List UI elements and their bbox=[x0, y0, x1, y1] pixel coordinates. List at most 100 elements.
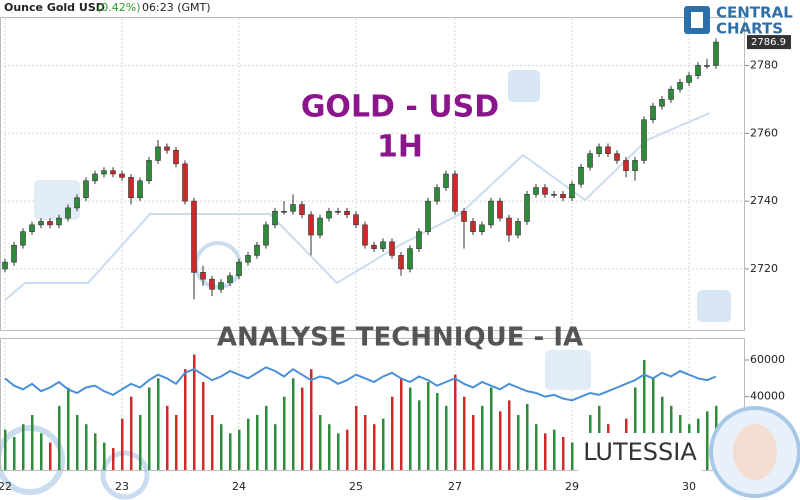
y-tick-label: 2720 bbox=[750, 262, 778, 275]
candle-body bbox=[470, 221, 476, 232]
candle-body bbox=[137, 180, 143, 199]
volume-bar bbox=[76, 415, 79, 470]
x-tick-label: 23 bbox=[115, 480, 129, 493]
volume-bar bbox=[454, 374, 457, 470]
volume-bar bbox=[256, 415, 259, 470]
volume-bar bbox=[166, 405, 169, 470]
candle-body bbox=[164, 146, 170, 151]
volume-bar bbox=[40, 433, 43, 470]
volume-line bbox=[4, 366, 717, 402]
volume-bar bbox=[211, 415, 214, 470]
candle-body bbox=[281, 211, 287, 213]
candle-body bbox=[488, 200, 494, 226]
brand-box bbox=[578, 433, 702, 471]
candle-body bbox=[578, 166, 584, 185]
candle-body bbox=[443, 173, 449, 188]
candle-body bbox=[38, 221, 44, 226]
volume-bar bbox=[148, 387, 151, 470]
candle-body bbox=[479, 224, 485, 232]
volume-bar bbox=[472, 415, 475, 470]
instrument: Ounce Gold USD bbox=[4, 1, 105, 14]
x-tick-label: 24 bbox=[232, 480, 246, 493]
candle-body bbox=[290, 204, 296, 212]
logo-text: CENTRAL bbox=[716, 4, 793, 22]
volume-bar bbox=[13, 437, 16, 470]
candle-body bbox=[407, 248, 413, 270]
candle-body bbox=[587, 153, 593, 168]
volume-bar bbox=[544, 433, 547, 470]
y-tick-label: 2740 bbox=[750, 194, 778, 207]
watermark-line bbox=[4, 112, 711, 301]
candle-body bbox=[83, 180, 89, 199]
volume-bar bbox=[355, 405, 358, 470]
volume-bar bbox=[301, 387, 304, 470]
last-price-tag bbox=[747, 35, 791, 50]
y-tick-label: 60000 bbox=[750, 353, 785, 366]
volume-bar bbox=[346, 429, 349, 470]
candle-body bbox=[596, 146, 602, 154]
candle-body bbox=[335, 211, 341, 213]
candle-body bbox=[29, 224, 35, 232]
candle-body bbox=[524, 194, 530, 222]
volume-bar bbox=[265, 405, 268, 470]
volume-bar bbox=[337, 433, 340, 470]
volume-bar bbox=[121, 418, 124, 470]
volume-panel-frame bbox=[0, 338, 745, 471]
volume-bar bbox=[706, 411, 709, 470]
volume-bar bbox=[130, 396, 133, 470]
volume-bar bbox=[157, 378, 160, 470]
x-tick-label: 29 bbox=[565, 480, 579, 493]
candle-body bbox=[560, 194, 566, 199]
candle-body bbox=[650, 105, 656, 121]
volume-bar bbox=[418, 400, 421, 470]
candle-body bbox=[11, 244, 17, 263]
x-tick-label: 22 bbox=[0, 480, 12, 493]
candle-body bbox=[398, 255, 404, 270]
candle-body bbox=[533, 187, 539, 195]
candle-body bbox=[119, 173, 125, 178]
volume-bar bbox=[49, 442, 52, 470]
price-panel-frame bbox=[0, 17, 745, 331]
volume-bar bbox=[328, 424, 331, 470]
time: 06:23 (GMT) bbox=[142, 1, 211, 14]
candle-body bbox=[713, 41, 719, 66]
candle-body bbox=[146, 160, 152, 182]
volume-bar bbox=[364, 415, 367, 470]
chart-subtitle: 1H bbox=[377, 130, 423, 165]
volume-bar bbox=[310, 369, 313, 470]
candle-body bbox=[362, 224, 368, 246]
x-tick-label: 27 bbox=[448, 480, 462, 493]
candle-body bbox=[110, 170, 116, 175]
volume-bar bbox=[643, 360, 646, 470]
candle-body bbox=[506, 217, 512, 236]
candle-body bbox=[623, 160, 629, 171]
candle-body bbox=[155, 146, 161, 161]
y-tick-label: 2760 bbox=[750, 126, 778, 139]
candle-body bbox=[371, 244, 377, 249]
candle-body bbox=[218, 282, 224, 290]
volume-bar bbox=[517, 415, 520, 470]
candle-body bbox=[47, 221, 53, 226]
candle-body bbox=[128, 177, 134, 199]
candle-body bbox=[308, 214, 314, 236]
volume-bar bbox=[238, 429, 241, 470]
watermark-icon bbox=[508, 70, 540, 102]
volume-bar bbox=[400, 378, 403, 470]
volume-bar bbox=[58, 405, 61, 470]
candle-body bbox=[65, 207, 71, 219]
candle-body bbox=[632, 160, 638, 171]
candle-body bbox=[542, 187, 548, 195]
volume-bar bbox=[31, 415, 34, 470]
candle-body bbox=[695, 65, 701, 76]
volume-bar bbox=[427, 382, 430, 470]
volume-bar bbox=[463, 396, 466, 470]
candle-body bbox=[173, 149, 179, 165]
candle-body bbox=[245, 255, 251, 263]
brand: LUTESSIA bbox=[583, 438, 697, 466]
candle-body bbox=[74, 197, 80, 209]
volume-bar bbox=[499, 411, 502, 470]
volume-bar bbox=[391, 396, 394, 470]
candle-body bbox=[101, 170, 107, 175]
volume-bar bbox=[274, 424, 277, 470]
